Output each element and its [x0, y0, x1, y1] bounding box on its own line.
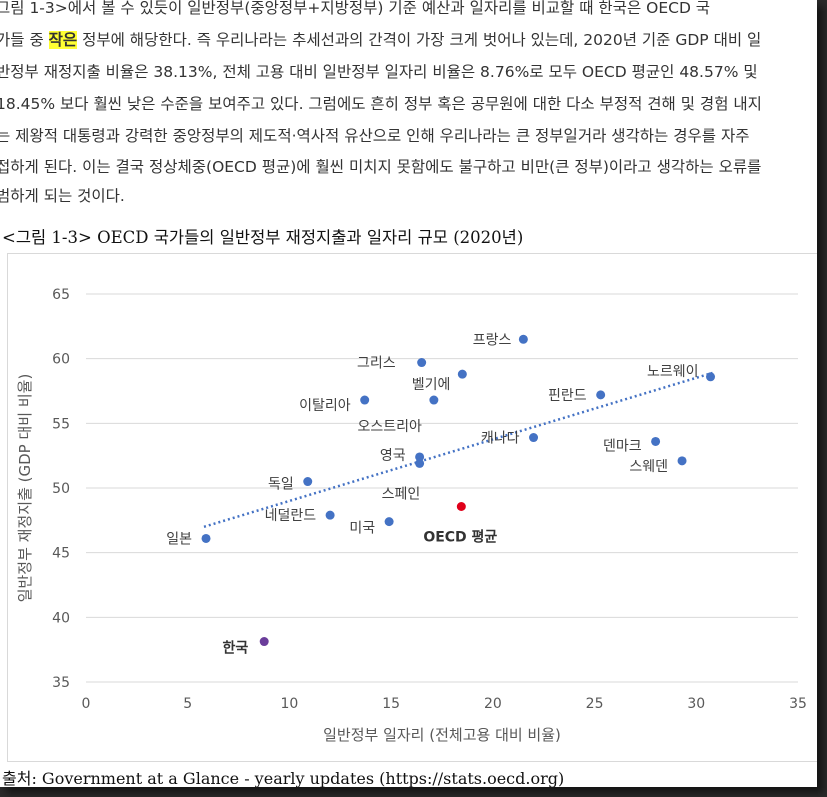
paragraph-line: 그림 1-3>에서 볼 수 있듯이 일반정부(중앙정부+지방정부) 기준 예산과… — [0, 0, 711, 17]
data-point — [529, 433, 539, 443]
y-tick-label: 50 — [52, 481, 70, 497]
y-tick-label: 55 — [52, 416, 70, 432]
data-point — [677, 456, 687, 466]
data-point — [415, 452, 425, 462]
data-label: 덴마크 — [603, 438, 642, 454]
paragraph-line: 가들 중 작은 정부에 해당한다. 즉 우리나라는 추세선과의 간격이 가장 크… — [0, 28, 817, 50]
data-label: 핀란드 — [548, 388, 587, 404]
data-label: 일본 — [166, 531, 192, 547]
data-point — [706, 372, 716, 382]
data-label: 캐나다 — [481, 431, 520, 447]
data-point — [651, 436, 661, 446]
data-label: 오스트리아 — [357, 419, 422, 435]
y-axis-label: 일반정부 재정지출 (GDP 대비 비율) — [16, 374, 34, 603]
data-label: 네덜란드 — [265, 508, 317, 524]
data-point — [596, 390, 606, 400]
y-tick-label: 35 — [52, 675, 70, 691]
data-point — [518, 334, 528, 344]
y-tick-label: 45 — [52, 546, 70, 562]
data-label: 미국 — [349, 521, 375, 537]
gridlines — [86, 293, 798, 683]
data-label: 벨기에 — [412, 377, 451, 393]
data-point — [201, 533, 211, 543]
x-tick-label: 10 — [281, 696, 299, 712]
data-label: 스웨덴 — [629, 459, 668, 475]
data-label: 프랑스 — [473, 332, 512, 348]
data-point — [360, 395, 370, 405]
x-tick-label: 25 — [586, 696, 604, 712]
data-label: 그리스 — [357, 356, 396, 372]
x-tick-label: 0 — [82, 696, 91, 712]
data-label: 노르웨이 — [647, 364, 699, 380]
source-note: 출처: Government at a Glance - yearly upda… — [2, 769, 565, 787]
x-tick-label: 15 — [382, 696, 400, 712]
data-point — [457, 369, 467, 379]
paragraph-text: 정부에 해당한다. 즉 우리나라는 추세선과의 간격이 가장 크게 벗어나 있는… — [77, 31, 762, 49]
data-point — [429, 395, 439, 405]
data-point — [417, 358, 427, 368]
figure-caption: <그림 1-3> OECD 국가들의 일반정부 재정지출과 일자리 규모 (20… — [2, 228, 524, 247]
paragraph-text: 가들 중 — [0, 31, 49, 49]
data-point — [259, 637, 269, 647]
y-tick-label: 40 — [52, 610, 70, 626]
paragraph-line: 범하게 되는 것이다. — [0, 187, 125, 205]
data-point — [415, 458, 425, 468]
data-label: 이탈리아 — [299, 398, 351, 414]
data-point — [325, 510, 335, 520]
data-points — [201, 334, 716, 647]
data-label: OECD 평균 — [423, 528, 497, 545]
data-label: 독일 — [268, 477, 294, 493]
paragraph-line: 18.45% 보다 훨씬 낮은 수준을 보여주고 있다. 그럼에도 흔히 정부 … — [0, 95, 762, 113]
paragraph-line: 접하게 된다. 이는 결국 정상체중(OECD 평균)에 훨씬 미치지 못함에도… — [0, 158, 762, 176]
data-label: 한국 — [222, 641, 248, 657]
y-tick-label: 65 — [52, 287, 70, 303]
x-tick-label: 35 — [789, 696, 807, 712]
data-label: 스페인 — [382, 486, 421, 502]
tick-labels: 35 40 45 50 55 60 65 0 5 10 15 20 25 30 35 — [52, 287, 807, 712]
x-tick-label: 5 — [183, 696, 192, 712]
y-tick-label: 60 — [52, 352, 70, 368]
paragraph-line: 는 제왕적 대통령과 강력한 중앙정부의 제도적·역사적 유산으로 인해 우리나… — [0, 127, 750, 145]
x-tick-label: 20 — [484, 696, 502, 712]
trendline — [203, 371, 713, 528]
x-axis-label: 일반정부 일자리 (전체고용 대비 비율) — [323, 726, 561, 744]
data-point — [384, 517, 394, 527]
x-tick-label: 30 — [687, 696, 705, 712]
data-point — [456, 501, 466, 511]
highlighted-word: 작은 — [48, 31, 78, 49]
document-page: 그림 1-3>에서 볼 수 있듯이 일반정부(중앙정부+지방정부) 기준 예산과… — [0, 0, 817, 787]
data-point — [303, 477, 313, 487]
paragraph-line: 반정부 재정지출 비율은 38.13%, 전체 고용 대비 일반정부 일자리 비… — [0, 63, 758, 81]
data-label: 영국 — [380, 448, 406, 464]
